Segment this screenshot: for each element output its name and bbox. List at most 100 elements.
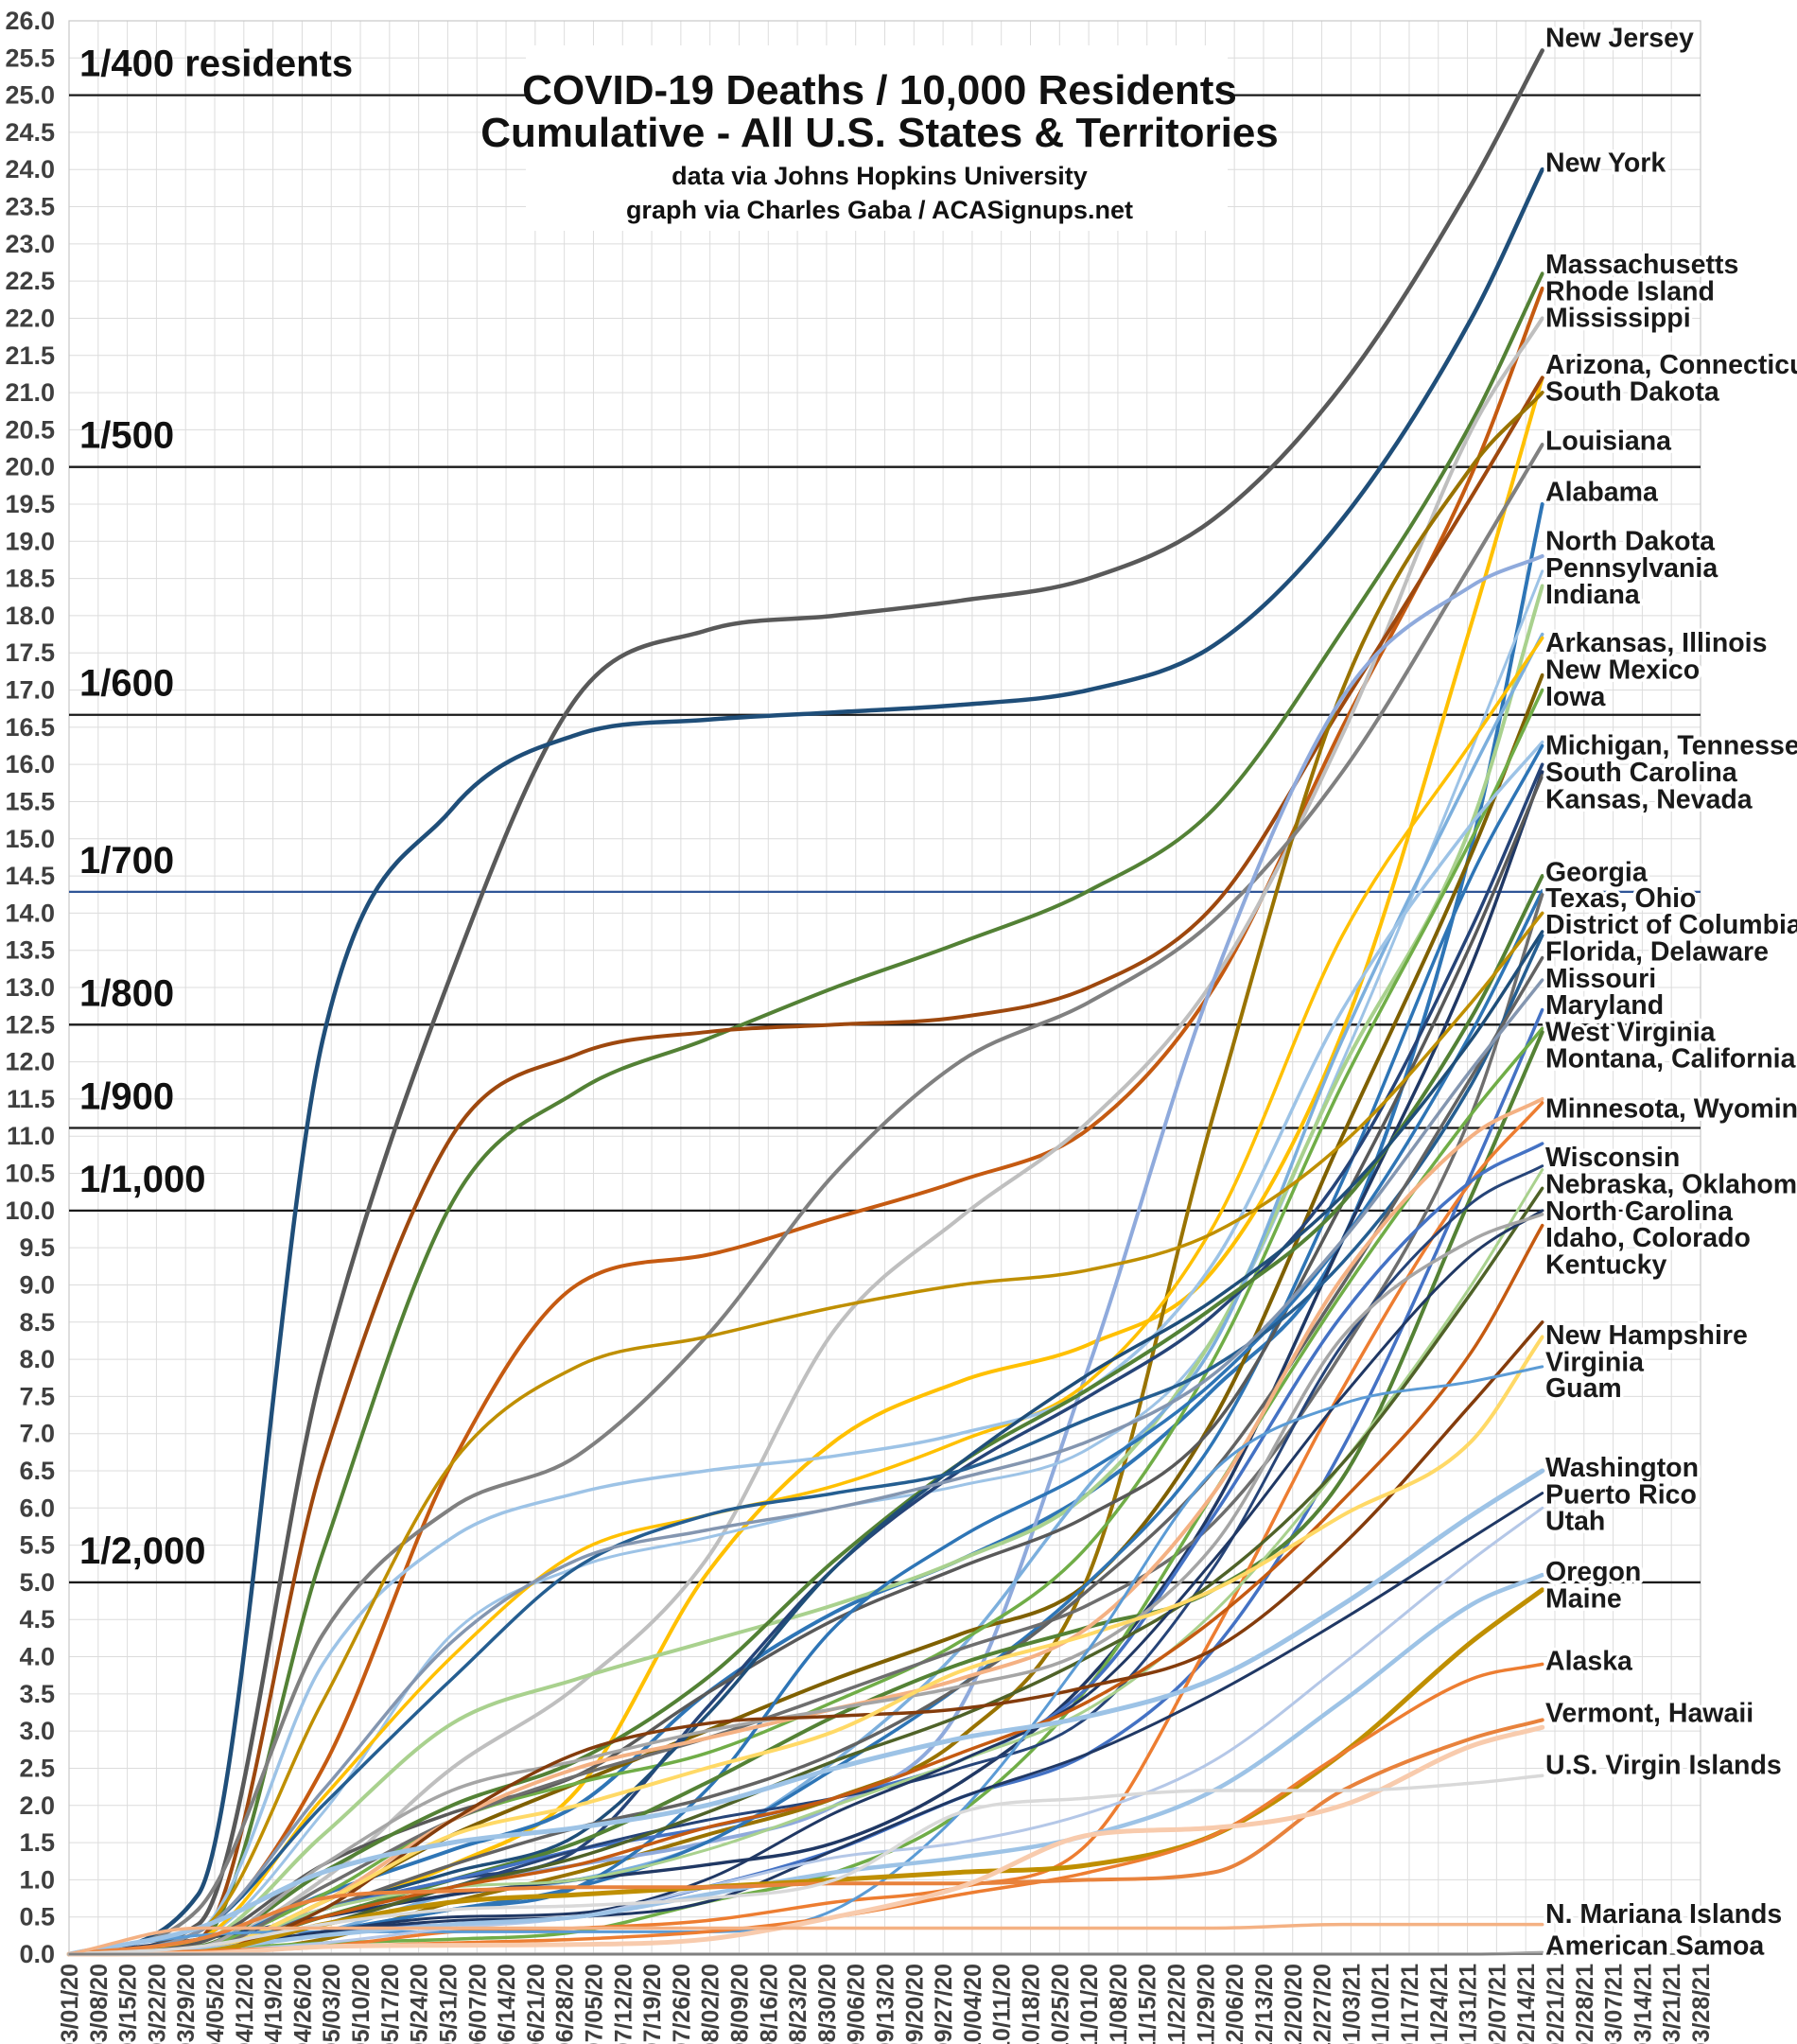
y-axis-tick-label: 16.5 — [5, 713, 55, 742]
reference-line-label: 1/500 — [79, 415, 174, 457]
series-line — [67, 740, 1544, 1956]
x-axis-tick-label: 04/19/20 — [261, 1964, 288, 2044]
reference-line-label: 1/400 residents — [79, 44, 353, 85]
chart-title: COVID-19 Deaths / 10,000 Residents — [522, 67, 1237, 114]
state-label: North Carolina — [1545, 1197, 1734, 1227]
state-label: South Dakota — [1545, 377, 1720, 408]
state-label: Michigan, Tennessee — [1545, 731, 1797, 761]
x-axis-tick-label: 02/14/21 — [1513, 1964, 1540, 2044]
x-axis-tick-label: 07/12/20 — [610, 1964, 637, 2044]
y-axis-tick-label: 1.5 — [19, 1828, 55, 1857]
reference-lines: 1/400 residents 1/500 1/600 1/700 1/800 1/900… — [69, 44, 1701, 1584]
series-line — [67, 636, 1544, 1956]
x-axis-tick-label: 05/03/20 — [319, 1964, 345, 2044]
state-label: West Virginia — [1545, 1017, 1717, 1047]
y-axis-tick-label: 9.0 — [19, 1270, 55, 1299]
x-axis-tick-label: 11/01/20 — [1076, 1964, 1103, 2044]
series-line — [67, 1718, 1544, 1956]
chart-credit-author: graph via Charles Gaba / ACASignups.net — [626, 196, 1133, 224]
y-axis-tick-label: 15.0 — [5, 825, 55, 853]
title-background-mask — [526, 45, 1228, 231]
y-axis-tick-label: 20.0 — [5, 453, 55, 481]
x-axis-tick-label: 12/20/20 — [1281, 1964, 1307, 2044]
x-axis-tick-label: 07/05/20 — [581, 1964, 607, 2044]
x-axis-tick-label: 09/06/20 — [844, 1964, 870, 2044]
y-axis-tick-label: 0.5 — [19, 1903, 55, 1931]
x-axis-tick-label: 04/05/20 — [202, 1964, 229, 2044]
y-axis-tick-label: 12.0 — [5, 1048, 55, 1076]
series-line — [66, 1468, 1545, 1957]
series-line — [67, 1320, 1544, 1956]
x-axis-tick-label: 03/21/21 — [1659, 1964, 1685, 2044]
state-label: Vermont, Hawaii — [1545, 1699, 1753, 1729]
y-axis-tick-label: 21.0 — [5, 378, 55, 407]
y-axis-tick-label: 0.0 — [19, 1940, 55, 1968]
y-axis-tick-label: 24.0 — [5, 155, 55, 183]
state-label: Mississippi — [1545, 304, 1691, 334]
state-label: District of Columbia — [1545, 910, 1797, 940]
state-label: North Dakota — [1545, 527, 1716, 557]
state-label: New Jersey — [1545, 23, 1694, 53]
y-axis-tick-label: 18.0 — [5, 602, 55, 630]
y-axis-tick-label: 13.0 — [5, 973, 55, 1002]
state-label: Puerto Rico — [1545, 1479, 1697, 1510]
y-axis-tick-label: 19.0 — [5, 527, 55, 555]
state-label: Wisconsin — [1545, 1143, 1680, 1173]
x-axis-tick-label: 08/09/20 — [726, 1964, 753, 2044]
state-label: Louisiana — [1545, 426, 1672, 456]
state-label: Maine — [1545, 1583, 1622, 1614]
x-axis-tick-label: 02/07/21 — [1484, 1964, 1510, 2044]
x-axis-tick-label: 03/15/20 — [115, 1964, 142, 2044]
x-axis-tick-label: 03/14/21 — [1630, 1964, 1656, 2044]
y-axis-tick-label: 20.5 — [5, 415, 55, 444]
series-line — [67, 1922, 1544, 1956]
x-axis-tick-label: 09/20/20 — [901, 1964, 928, 2044]
x-axis-tick-label: 12/27/20 — [1310, 1964, 1336, 2044]
series-line — [66, 1572, 1544, 1957]
state-label: Virginia — [1545, 1347, 1645, 1377]
x-axis-tick-label: 10/04/20 — [960, 1964, 986, 2044]
x-axis-tick-label: 07/26/20 — [669, 1964, 695, 2044]
chart-titles: COVID-19 Deaths / 10,000 Residents Cumul… — [480, 67, 1279, 224]
x-axis-tick-label: 01/24/21 — [1426, 1964, 1453, 2044]
reference-line-label: 1/1,000 — [79, 1159, 205, 1200]
y-axis-tick-label: 3.5 — [19, 1680, 55, 1708]
state-label: Rhode Island — [1545, 276, 1715, 306]
state-label: Indiana — [1545, 580, 1641, 610]
state-label: Montana, California — [1545, 1044, 1797, 1074]
x-axis-tick-label: 03/08/20 — [86, 1964, 113, 2044]
series-line — [66, 48, 1544, 1957]
series-line — [67, 1335, 1544, 1956]
x-axis-tick-label: 05/24/20 — [407, 1964, 433, 2044]
y-axis-tick-label: 23.0 — [5, 230, 55, 258]
state-label: Guam — [1545, 1373, 1622, 1404]
series-line — [67, 770, 1544, 1956]
y-axis-tick-label: 7.0 — [19, 1420, 55, 1448]
reference-line-label: 1/600 — [79, 663, 174, 705]
x-axis-tick-label: 08/23/20 — [785, 1964, 811, 2044]
series-line — [66, 166, 1544, 1957]
y-axis-tick-label: 17.0 — [5, 676, 55, 705]
series-line — [67, 584, 1544, 1956]
x-axis-tick-label: 01/17/21 — [1397, 1964, 1423, 2044]
y-axis-tick-label: 1.0 — [19, 1865, 55, 1894]
x-axis-tick-label: 03/07/21 — [1601, 1964, 1628, 2044]
series-line — [67, 1492, 1544, 1956]
state-label: New Mexico — [1545, 655, 1700, 686]
series-line — [67, 892, 1544, 1956]
x-axis-tick-label: 11/15/20 — [1135, 1964, 1161, 2044]
y-axis-tick-label: 2.0 — [19, 1791, 55, 1820]
state-label: Arizona, Connecticut — [1545, 350, 1797, 380]
x-axis-tick-label: 06/21/20 — [523, 1964, 550, 2044]
y-axis-tick-label: 25.0 — [5, 81, 55, 110]
y-axis-tick-label: 26.0 — [5, 7, 55, 35]
x-axis-tick-label: 05/31/20 — [435, 1964, 462, 2044]
y-axis-tick-label: 25.5 — [5, 44, 55, 72]
series-line — [67, 1213, 1544, 1956]
x-axis-tick-label: 02/28/21 — [1572, 1964, 1598, 2044]
state-label: Minnesota, Wyoming — [1545, 1093, 1797, 1124]
y-axis-tick-label: 8.0 — [19, 1345, 55, 1373]
state-label: Georgia — [1545, 857, 1649, 887]
